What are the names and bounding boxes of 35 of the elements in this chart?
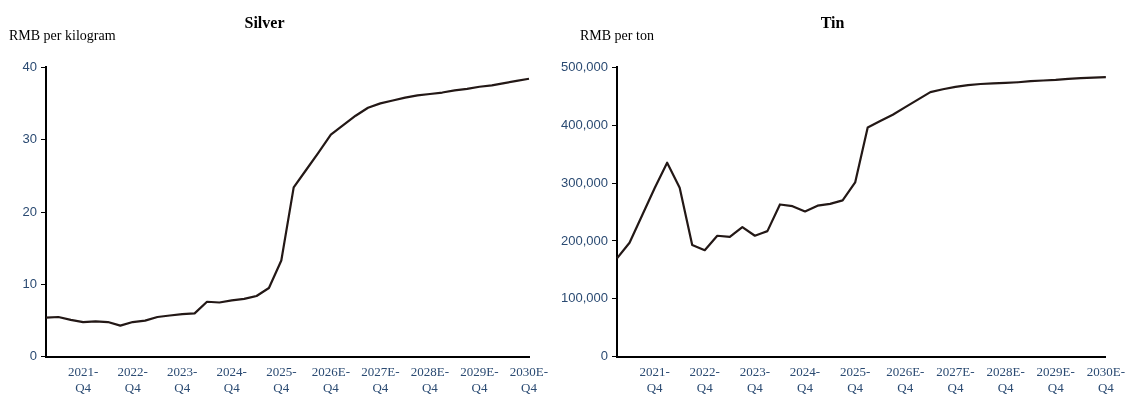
x-tick-label: 2030E-Q4	[1086, 364, 1126, 395]
y-tick-label: 0	[29, 348, 37, 364]
x-tick-label: 2029E-Q4	[460, 364, 499, 395]
y-axis-title: RMB per kilogram	[9, 28, 116, 43]
y-tick-label: 400,000	[561, 116, 608, 132]
y-tick-label: 20	[22, 203, 37, 219]
x-tick-label: 2028E-Q4	[410, 364, 450, 395]
y-tick-label: 30	[22, 131, 37, 147]
y-tick-label: 40	[22, 58, 37, 74]
x-tick-label: 2023-Q4	[739, 364, 771, 395]
x-tick-label: 2024-Q4	[789, 364, 821, 395]
x-tick-label: 2021-Q4	[639, 364, 670, 395]
x-tick-label: 2025-Q4	[839, 364, 871, 395]
y-tick-label: 100,000	[561, 290, 608, 306]
x-tick-label: 2027E-Q4	[936, 364, 975, 395]
y-axis-title: RMB per ton	[580, 28, 654, 43]
x-tick-label: 2024-Q4	[216, 364, 247, 395]
chart-title: Silver	[244, 13, 285, 31]
x-tick-label: 2026E-Q4	[886, 364, 925, 395]
y-tick-label: 300,000	[561, 174, 608, 190]
x-tick-label: 2029E-Q4	[1036, 364, 1075, 395]
x-tick-label: 2030E-Q4	[509, 364, 549, 395]
y-tick-label: 0	[600, 348, 608, 364]
x-tick-label: 2022-Q4	[117, 364, 148, 395]
x-tick-label: 2027E-Q4	[361, 364, 400, 395]
y-tick-label: 200,000	[561, 232, 608, 248]
chart-title: Tin	[820, 13, 845, 31]
x-tick-label: 2023-Q4	[167, 364, 198, 395]
x-tick-label: 2022-Q4	[689, 364, 720, 395]
y-tick-label: 500,000	[561, 58, 608, 74]
x-tick-label: 2026E-Q4	[311, 364, 350, 395]
y-tick-label: 10	[22, 275, 37, 291]
x-tick-label: 2025-Q4	[266, 364, 297, 395]
x-tick-label: 2021-Q4	[67, 364, 99, 395]
x-tick-label: 2028E-Q4	[986, 364, 1025, 395]
